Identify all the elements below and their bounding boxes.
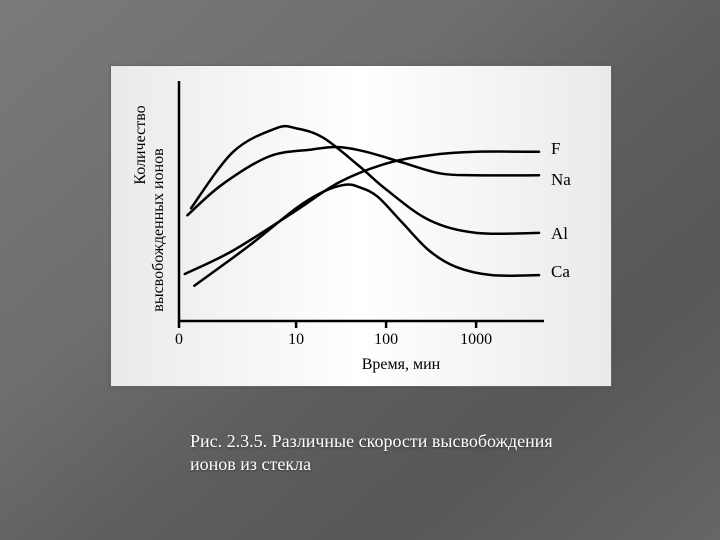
x-tick-label: 1000 (460, 331, 492, 349)
series-line-al (191, 126, 539, 234)
series-label-f: F (551, 139, 560, 159)
chart-frame: Количество высвобожденных ионов Время, м… (110, 65, 612, 387)
series-label-ca: Ca (551, 262, 570, 282)
x-tick-label: 0 (175, 331, 183, 349)
chart-plot (111, 66, 611, 386)
figure-caption: Рис. 2.3.5. Различные скорости высвобожд… (190, 430, 560, 477)
series-line-ca (194, 184, 539, 285)
series-label-na: Na (551, 170, 571, 190)
x-tick-label: 100 (374, 331, 398, 349)
series-line-na (187, 147, 539, 215)
series-label-al: Al (551, 224, 568, 244)
x-tick-label: 10 (288, 331, 304, 349)
axes (179, 81, 544, 321)
